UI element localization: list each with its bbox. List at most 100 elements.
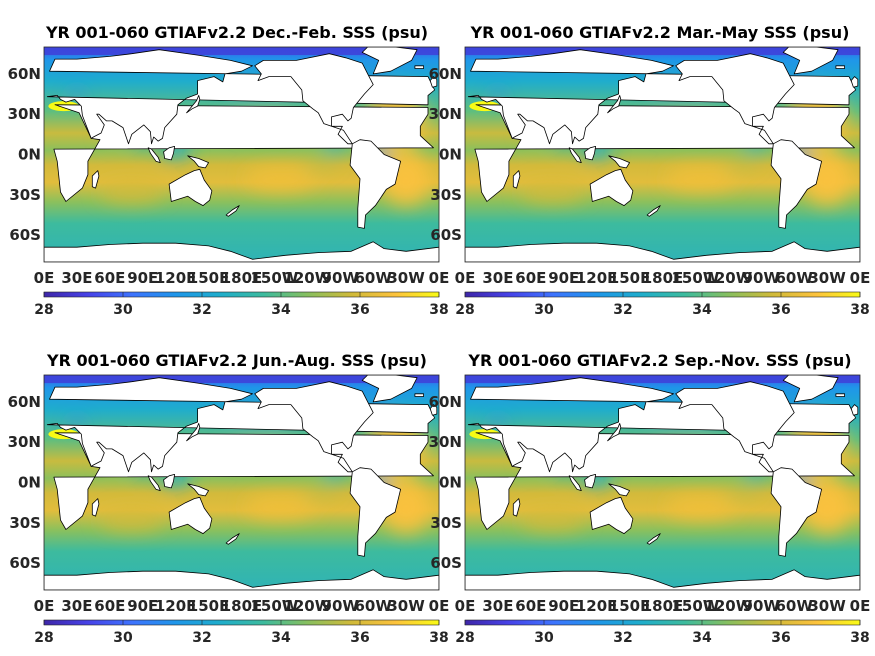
lon-tick-labels: 0E 30E 60E 90E120E150E180E150W120W90W60W30W…	[455, 597, 871, 615]
sss-blob	[721, 154, 757, 168]
colorbar-gradient	[43, 291, 440, 298]
lon-tick: 90E	[127, 269, 158, 287]
land-uk	[850, 76, 859, 88]
land-uk	[850, 404, 859, 416]
land-new-guinea	[608, 483, 631, 497]
land-north-america	[675, 381, 795, 473]
colorbar: 28 30 32 34 36 38	[455, 291, 870, 318]
lat-tick: 60N	[429, 65, 462, 83]
map-figure: YR 001-060 GTIAFv2.2 Sep.-Nov. SSS (psu)…	[429, 351, 871, 646]
colorbar-tick: 38	[429, 302, 448, 318]
colorbar-tick: 32	[192, 630, 211, 646]
colorbar-tick: 28	[34, 302, 53, 318]
land-south-america	[770, 467, 823, 557]
map-panel-mam: YR 001-060 GTIAFv2.2 Mar.-May SSS (psu) …	[422, 0, 871, 328]
panel-title: YR 001-060 GTIAFv2.2 Dec.-Feb. SSS (psu)	[45, 23, 428, 42]
lat-tick: 0N	[18, 146, 41, 164]
land-north-america	[675, 53, 795, 145]
lon-tick: 30E	[61, 597, 92, 615]
colorbar-gradient	[464, 619, 861, 626]
lat-tick: 0N	[18, 474, 41, 492]
lon-tick: 60W	[775, 597, 813, 615]
lon-tick: 60E	[515, 269, 546, 287]
lon-tick: 30W	[808, 269, 846, 287]
lon-tick-labels: 0E 30E 60E 90E120E150E180E150W120W90W60W30W…	[455, 269, 871, 287]
lon-tick-labels: 0E 30E 60E 90E120E150E180E150W120W90W60W30W…	[34, 597, 450, 615]
sss-blob	[300, 154, 336, 168]
sss-field	[465, 47, 860, 262]
colorbar-tick: 28	[34, 630, 53, 646]
lat-tick: 30N	[429, 105, 462, 123]
panel-title: YR 001-060 GTIAFv2.2 Jun.-Aug. SSS (psu)	[46, 351, 427, 370]
land-uk	[429, 404, 438, 416]
colorbar-tick: 36	[350, 302, 369, 318]
lat-tick: 60N	[8, 65, 41, 83]
land-north-america	[254, 381, 374, 473]
sss-blob	[244, 166, 316, 191]
axes-frame	[43, 46, 440, 263]
lon-tick: 30W	[387, 269, 425, 287]
land-australia	[589, 168, 634, 207]
land-greenland	[361, 375, 418, 403]
land-borneo	[584, 146, 597, 161]
land-australia	[168, 168, 213, 207]
lat-tick: 60N	[429, 393, 462, 411]
lon-tick: 60E	[94, 269, 125, 287]
lon-tick: 90W	[322, 597, 360, 615]
sss-field	[465, 375, 860, 590]
land-masses	[44, 47, 439, 262]
lon-tick: 150E	[609, 597, 651, 615]
sss-blob	[98, 181, 165, 203]
land-new-guinea	[187, 483, 210, 497]
map-panel-djf: YR 001-060 GTIAFv2.2 Dec.-Feb. SSS (psu)…	[0, 0, 450, 328]
lon-tick: 30E	[482, 269, 513, 287]
lat-tick-labels: 60N 30N 0N 30S 60S	[8, 393, 41, 572]
lon-tick: 30W	[808, 597, 846, 615]
land-new-guinea	[187, 155, 210, 169]
land-eurasia	[46, 49, 436, 145]
map-figure: YR 001-060 GTIAFv2.2 Jun.-Aug. SSS (psu)…	[8, 351, 450, 646]
arctic-low	[44, 375, 439, 384]
lon-tick: 90E	[548, 597, 579, 615]
land-madagascar	[512, 498, 521, 517]
sss-blob	[519, 509, 586, 531]
land-eurasia	[467, 49, 857, 145]
land-new-guinea	[608, 155, 631, 169]
map-axes	[43, 374, 440, 591]
sss-field	[44, 375, 439, 590]
map-axes	[43, 46, 440, 263]
colorbar-tick: 36	[350, 630, 369, 646]
land-new-zealand	[646, 533, 661, 545]
map-figure: YR 001-060 GTIAFv2.2 Mar.-May SSS (psu) …	[429, 23, 871, 318]
axes-frame	[464, 374, 861, 591]
land-new-zealand	[225, 533, 240, 545]
land-masses	[465, 47, 860, 262]
land-new-zealand	[225, 205, 240, 217]
lon-tick: 0E	[429, 269, 450, 287]
land-sumatra	[568, 475, 582, 491]
land-south-america	[770, 139, 823, 229]
colorbar-tick: 28	[455, 630, 474, 646]
lon-tick: 120E	[155, 269, 197, 287]
lon-tick: 120E	[576, 597, 618, 615]
lon-tick: 90W	[743, 269, 781, 287]
land-new-zealand	[646, 205, 661, 217]
lon-tick-labels: 0E 30E 60E 90E120E150E180E150W120W90W60W30W…	[34, 269, 450, 287]
map-axes	[464, 374, 861, 591]
axes-frame	[43, 374, 440, 591]
land-sumatra	[147, 475, 161, 491]
land-borneo	[584, 474, 597, 489]
arctic-low	[44, 47, 439, 56]
land-madagascar	[91, 498, 100, 517]
lat-tick: 60S	[9, 554, 41, 572]
land-madagascar	[512, 170, 521, 189]
lat-tick: 30S	[9, 514, 41, 532]
lat-tick: 30S	[430, 186, 462, 204]
colorbar-tick: 30	[113, 630, 133, 646]
lon-tick: 180E	[642, 597, 684, 615]
sss-blob	[519, 181, 586, 203]
lon-tick: 120E	[576, 269, 618, 287]
sss-blob	[665, 166, 737, 191]
sss-blob	[721, 482, 757, 496]
lat-tick-labels: 60N 30N 0N 30S 60S	[429, 65, 462, 244]
